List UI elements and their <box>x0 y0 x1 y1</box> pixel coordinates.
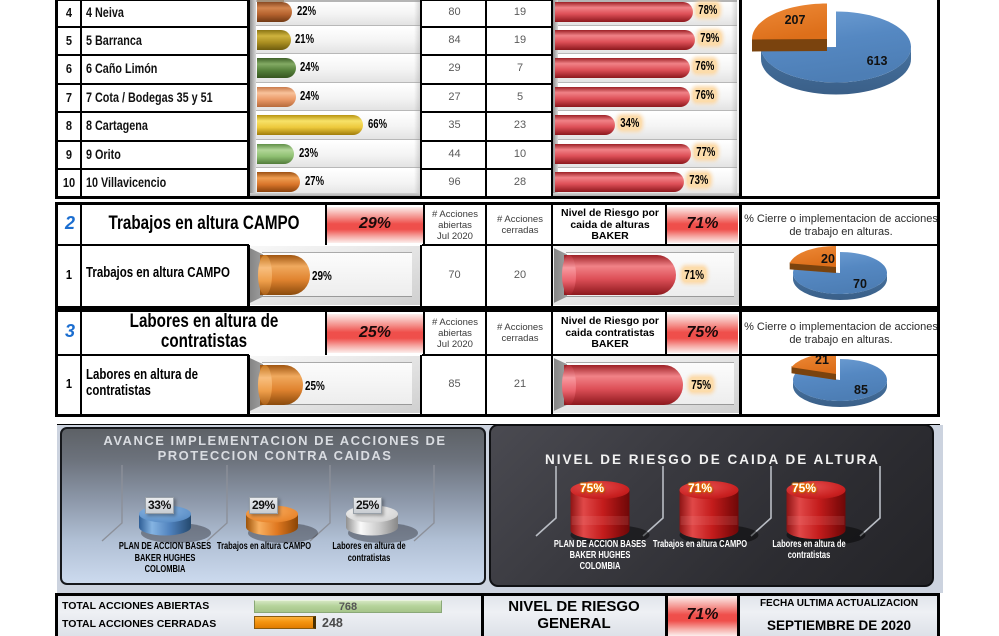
svg-text:613: 613 <box>867 54 888 68</box>
svg-text:21: 21 <box>815 355 829 367</box>
svg-text:70: 70 <box>853 277 867 291</box>
svg-text:85: 85 <box>854 383 868 397</box>
svg-text:20: 20 <box>821 252 835 266</box>
svg-text:207: 207 <box>785 13 806 27</box>
